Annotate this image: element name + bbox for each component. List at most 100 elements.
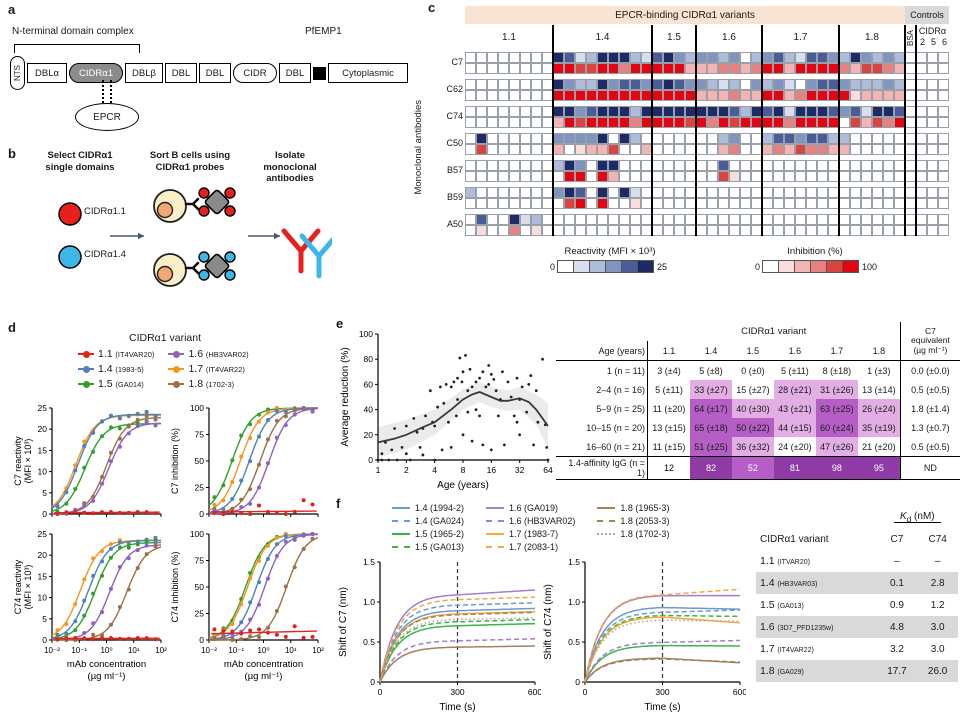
dose-plot-0: 0 5 10 15 20 25 C7 reactivity(MFI × 10³) bbox=[13, 403, 162, 519]
dot-1.1 bbox=[153, 511, 158, 516]
scatter-point bbox=[458, 356, 462, 360]
heatmap-cell bbox=[740, 187, 751, 198]
heatmap-cell bbox=[762, 198, 773, 209]
b-cell-sorting-graphic bbox=[58, 187, 332, 287]
heatmap-cell bbox=[861, 171, 872, 182]
heatmap-cell bbox=[586, 52, 597, 63]
heatmap-cell bbox=[806, 52, 817, 63]
dot-1.7 bbox=[100, 549, 105, 554]
heatmap-cell bbox=[520, 90, 531, 101]
dot-1.4 bbox=[283, 409, 288, 414]
reactivity-heatmap: EPCR-binding CIDRα1 variants Controls 1.1 1… bbox=[413, 2, 962, 312]
heatmap-cell bbox=[509, 225, 520, 236]
heatmap-cell bbox=[729, 214, 740, 225]
dot-1.4 bbox=[239, 620, 244, 625]
svg-text:1.5: 1.5 bbox=[363, 557, 375, 567]
dot-1.1 bbox=[117, 510, 122, 515]
heatmap-cell bbox=[740, 106, 751, 117]
heatmap-cell bbox=[531, 198, 542, 209]
scatter-point bbox=[449, 385, 453, 389]
svg-text:Shift of C74 (nm): Shift of C74 (nm) bbox=[543, 584, 554, 660]
heatmap-cell bbox=[652, 106, 663, 117]
heatmap-cell bbox=[872, 187, 883, 198]
heatmap-cell bbox=[784, 79, 795, 90]
legend-line-dashed bbox=[392, 545, 410, 548]
heatmap-cell bbox=[553, 117, 564, 128]
scatter-point bbox=[390, 448, 394, 452]
dot-1.6 bbox=[239, 504, 244, 509]
heatmap-cell bbox=[916, 79, 927, 90]
heatmap-cell bbox=[729, 90, 740, 101]
heatmap-cell bbox=[762, 79, 773, 90]
dot-1.6 bbox=[274, 435, 279, 440]
f-legend-item: 1.8 (1965-3) bbox=[597, 502, 669, 513]
domain-cidr-alpha1: CIDRα1 bbox=[69, 63, 123, 83]
heatmap-group-divider bbox=[838, 25, 840, 236]
dot-1.4 bbox=[248, 459, 253, 464]
heatmap-cell bbox=[839, 144, 850, 155]
scatter-point bbox=[415, 430, 419, 434]
heatmap-cell bbox=[564, 198, 575, 209]
heatmap-cell bbox=[795, 214, 806, 225]
heatmap-inhibition-row bbox=[465, 63, 949, 74]
heatmap-cell bbox=[520, 214, 531, 225]
heatmap-cell bbox=[619, 198, 630, 209]
dot-1.1 bbox=[230, 509, 235, 514]
heatmap-cell bbox=[476, 225, 487, 236]
epcr-ellipse: EPCR bbox=[75, 103, 139, 131]
heatmap-group-label: 1.7 bbox=[793, 32, 808, 43]
dot-1.6 bbox=[292, 412, 297, 417]
heatmap-cell bbox=[498, 133, 509, 144]
heatmap-cell bbox=[795, 187, 806, 198]
dot-1.6 bbox=[301, 406, 306, 411]
heatmap-cell bbox=[509, 198, 520, 209]
curve-1.4 bbox=[51, 413, 161, 509]
heatmap-cell bbox=[575, 133, 586, 144]
heatmap-cell bbox=[520, 106, 531, 117]
heatmap-cell bbox=[586, 133, 597, 144]
dot-1.4 bbox=[73, 468, 78, 473]
dot-1.5 bbox=[73, 628, 78, 633]
heatmap-cell bbox=[861, 90, 872, 101]
bli-curve bbox=[379, 607, 536, 683]
curve-1.5 bbox=[208, 407, 318, 506]
heatmap-cell bbox=[608, 144, 619, 155]
curve-1.4 bbox=[208, 407, 318, 514]
heatmap-cell bbox=[839, 187, 850, 198]
heatmap-cell bbox=[652, 198, 663, 209]
heatmap-cell bbox=[586, 187, 597, 198]
legend-line-dashed bbox=[597, 519, 616, 522]
panel-a-bracket-label: N-terminal domain complex bbox=[12, 26, 134, 37]
heatmap-cell bbox=[839, 117, 850, 128]
dot-1.6 bbox=[135, 424, 140, 429]
bli-plots: 0 0.5 1.0 1.5 0 300 600 Time (s) Shift of C7 (nm… bbox=[336, 554, 746, 720]
tetramer-probe-icon bbox=[204, 189, 230, 215]
heatmap-cell bbox=[674, 106, 685, 117]
dot-1.4 bbox=[100, 559, 105, 564]
dot-1.8 bbox=[108, 450, 113, 455]
heatmap-cell bbox=[784, 171, 795, 182]
f-legend-item: 1.6 (HB3VAR02) bbox=[486, 515, 575, 526]
scatter-point bbox=[502, 443, 506, 447]
heatmap-cell bbox=[927, 52, 938, 63]
dot-1.7 bbox=[55, 628, 60, 633]
svg-text:C7 reactivity(MFI × 10³): C7 reactivity(MFI × 10³) bbox=[13, 436, 33, 486]
dot-1.4 bbox=[82, 443, 87, 448]
heatmap-cell bbox=[531, 187, 542, 198]
heatmap-cell bbox=[861, 214, 872, 225]
dot-1.1 bbox=[212, 627, 217, 632]
scatter-point bbox=[447, 420, 450, 424]
probe-label-2: CIDRα1.4 bbox=[84, 249, 126, 260]
dot-1.6 bbox=[117, 444, 122, 449]
heatmap-cell bbox=[520, 171, 531, 182]
scatter-point bbox=[515, 420, 519, 424]
heatmap-cell bbox=[938, 106, 949, 117]
heatmap-cell bbox=[795, 198, 806, 209]
heatmap-cell bbox=[465, 214, 476, 225]
heatmap-cell bbox=[872, 117, 883, 128]
heatmap-cell bbox=[564, 214, 575, 225]
heatmap-cell bbox=[927, 214, 938, 225]
f-legend-column: 1.4 (1994-2) 1.4 (GA024) 1.5 (1965-2) 1.5 (… bbox=[392, 502, 464, 552]
heatmap-cell bbox=[773, 106, 784, 117]
epcr-header-bar: EPCR-binding CIDRα1 variants bbox=[465, 6, 905, 24]
